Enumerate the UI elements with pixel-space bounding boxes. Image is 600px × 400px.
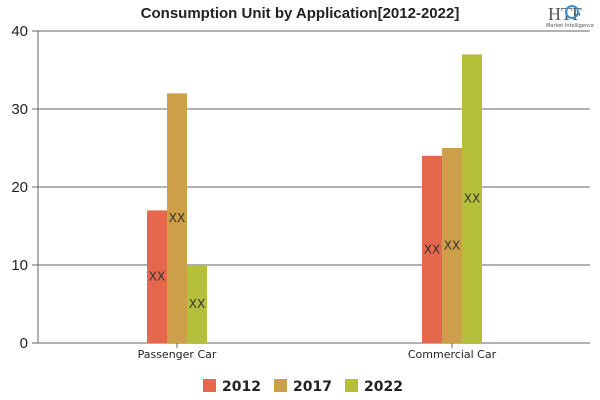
legend-swatch xyxy=(345,379,358,392)
data-label: XX xyxy=(189,297,205,311)
bar-2017[interactable] xyxy=(167,93,187,344)
data-label: XX xyxy=(149,270,165,284)
data-label: XX xyxy=(464,192,480,206)
bar-2012[interactable] xyxy=(422,155,442,343)
bar-2017[interactable] xyxy=(442,148,462,343)
data-label: XX xyxy=(424,242,440,256)
bar-2012[interactable] xyxy=(147,210,167,343)
logo-subtext: Market Intelligence xyxy=(546,23,594,29)
x-tick-label: Passenger Car xyxy=(138,348,217,361)
bar-2022[interactable] xyxy=(462,54,482,344)
y-tick-label: 20 xyxy=(11,179,28,196)
logo-text: HTF xyxy=(548,4,582,24)
y-tick-label: 40 xyxy=(11,23,28,40)
bar-2022[interactable] xyxy=(187,265,207,343)
legend-swatch xyxy=(203,379,216,392)
legend-label[interactable]: 2017 xyxy=(293,379,332,395)
logo-globe-icon xyxy=(565,5,579,19)
chart-title: Consumption Unit by Application[2012-202… xyxy=(141,5,460,22)
x-tick-label: Commercial Car xyxy=(408,348,497,361)
logo: HTF Market Intelligence xyxy=(546,4,594,29)
y-tick-label: 30 xyxy=(11,101,28,118)
y-tick-label: 10 xyxy=(11,257,28,274)
legend-swatch xyxy=(274,379,287,392)
y-tick-label: 0 xyxy=(20,335,28,352)
data-label: XX xyxy=(444,239,460,253)
legend-label[interactable]: 2022 xyxy=(364,379,403,395)
data-label: XX xyxy=(169,211,185,225)
legend-label[interactable]: 2012 xyxy=(222,379,261,395)
